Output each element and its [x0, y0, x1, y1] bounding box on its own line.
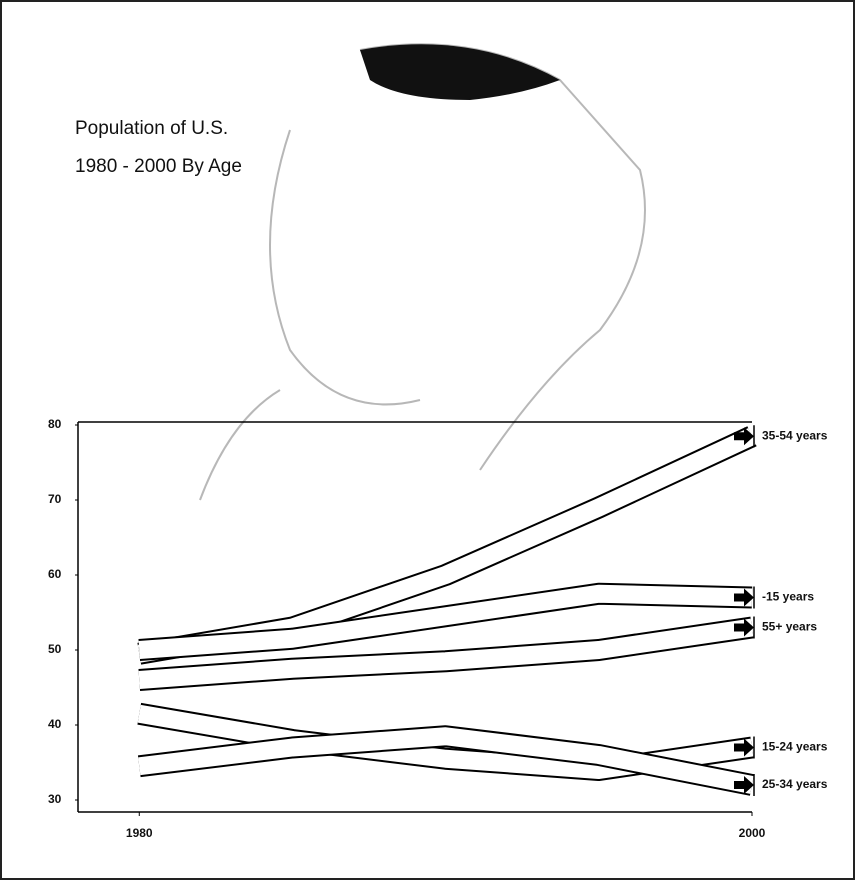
chart-subtitle: 1980 - 2000 By Age	[75, 156, 242, 177]
ribbon-fill	[138, 584, 753, 659]
y-tick-label: 50	[48, 642, 62, 656]
series-label: 35-54 years	[762, 428, 828, 442]
sketch-line	[269, 129, 421, 406]
y-tick-label: 40	[48, 717, 62, 731]
arrow	[734, 427, 754, 446]
series-label: 55+ years	[762, 620, 817, 634]
arrow	[734, 618, 754, 637]
y-tick-label: 70	[48, 492, 62, 506]
arrow	[734, 776, 754, 794]
ribbon-fill	[138, 618, 754, 689]
y-tick-label: 80	[48, 417, 62, 431]
series-label: 25-34 years	[762, 777, 828, 791]
arrow	[734, 738, 754, 757]
chart-title: Population of U.S.	[75, 118, 228, 139]
y-tick-label: 30	[48, 792, 62, 806]
y-tick-label: 60	[48, 567, 62, 581]
series-label: -15 years	[762, 590, 814, 604]
x-tick-label: 1980	[126, 826, 153, 840]
series-label: 15-24 years	[762, 740, 828, 754]
x-tick-label: 2000	[739, 826, 766, 840]
cap	[360, 44, 560, 100]
sketch-line	[199, 389, 281, 501]
arrow	[734, 588, 754, 607]
ribbon-fill	[138, 727, 754, 794]
